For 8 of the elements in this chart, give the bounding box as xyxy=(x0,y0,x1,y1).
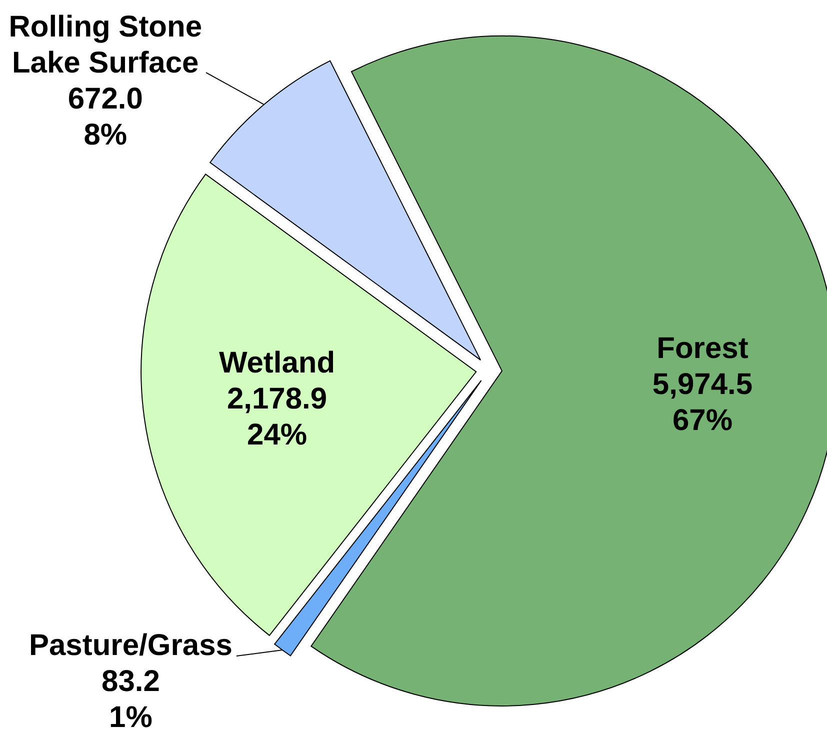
slice-label: Rolling Stone Lake Surface xyxy=(8,10,202,80)
data-label: 83.2 1% xyxy=(102,665,160,731)
data-label: 672.0 8% xyxy=(68,82,143,152)
slice-label: Wetland xyxy=(218,346,336,380)
slice-label: Forest xyxy=(656,332,748,365)
data-label: 5,974.5 67% xyxy=(652,368,753,437)
slice-label: Pasture/Grass xyxy=(28,629,232,662)
data-label: 2,178.9 24% xyxy=(226,382,328,452)
